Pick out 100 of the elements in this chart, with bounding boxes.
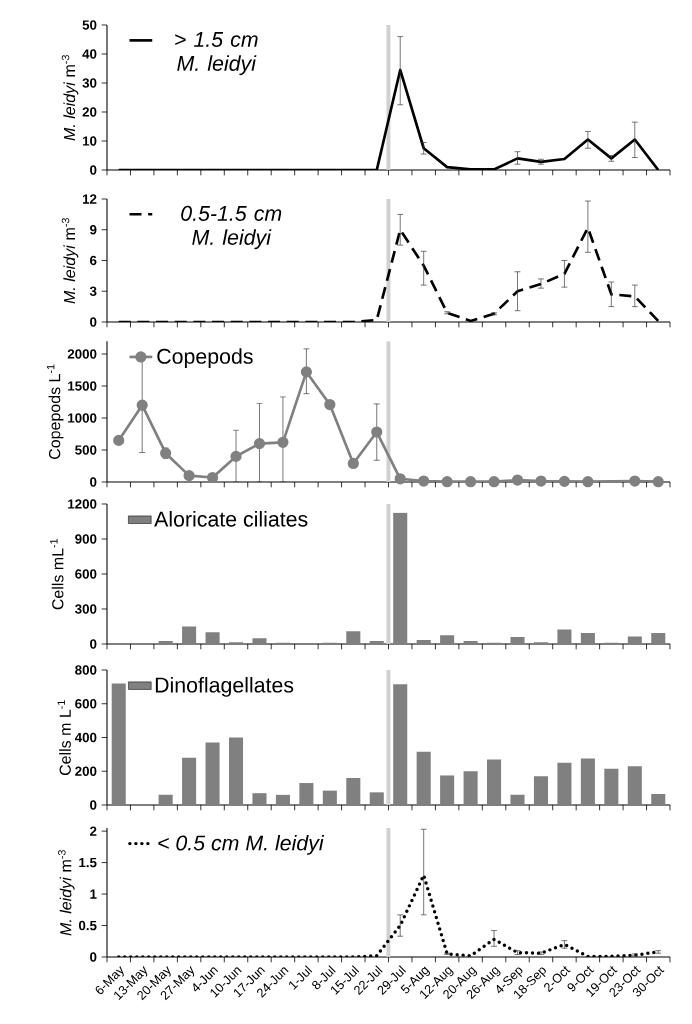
y-tick-label: 1500 bbox=[68, 381, 97, 391]
bar bbox=[627, 766, 642, 805]
legend-label: < 0.5 cm M. leidyi bbox=[158, 834, 325, 855]
bar bbox=[205, 742, 220, 805]
point bbox=[371, 426, 383, 438]
bar bbox=[463, 771, 478, 805]
point bbox=[253, 437, 266, 450]
y-tick-label: 6 bbox=[90, 255, 97, 266]
point bbox=[511, 474, 524, 486]
bar bbox=[487, 759, 502, 805]
y-tick-label: 0 bbox=[90, 800, 97, 810]
y-tick-label: 40 bbox=[82, 49, 97, 59]
point bbox=[183, 469, 195, 482]
point bbox=[394, 473, 406, 485]
y-tick-label: 3 bbox=[89, 286, 97, 296]
y-tick-label: 800 bbox=[75, 665, 97, 675]
bar bbox=[416, 639, 431, 644]
bar bbox=[580, 758, 595, 805]
point bbox=[488, 476, 500, 488]
bar bbox=[369, 641, 384, 644]
point bbox=[347, 457, 359, 470]
bar bbox=[651, 794, 666, 805]
bar bbox=[111, 683, 126, 805]
bar bbox=[182, 626, 197, 644]
y-tick-label: 1200 bbox=[68, 499, 97, 509]
point bbox=[652, 476, 664, 488]
y-tick-label: 9 bbox=[90, 225, 97, 235]
point bbox=[113, 434, 125, 446]
point bbox=[324, 398, 336, 411]
y-tick-label: 400 bbox=[74, 732, 97, 743]
y-tick-label: 12 bbox=[82, 194, 97, 204]
y-tick-label: 1.5 bbox=[79, 857, 97, 868]
y-axis-title: M. leidyi m$^{-3}$ bbox=[61, 55, 79, 141]
y-axis-title: Cells mL$^{-1}$ bbox=[50, 538, 64, 610]
y-tick-label: 2000 bbox=[67, 349, 97, 359]
y-tick-label: 500 bbox=[75, 445, 97, 455]
bar bbox=[440, 635, 455, 644]
point bbox=[629, 475, 641, 487]
bar bbox=[627, 636, 642, 644]
bar bbox=[580, 632, 595, 644]
y-tick-label: 0 bbox=[90, 477, 97, 487]
y-tick-label: 600 bbox=[75, 569, 97, 579]
point bbox=[230, 450, 242, 462]
y-axis-title: M. leidyi m$^{-3}$ bbox=[61, 218, 79, 304]
point bbox=[441, 476, 453, 488]
bar bbox=[369, 792, 384, 805]
legend-label: > 1.5 cm M. leidyi bbox=[175, 32, 258, 76]
bar bbox=[158, 641, 173, 644]
y-axis-title: Copepods L$^{-1}$ bbox=[47, 364, 64, 459]
bar bbox=[510, 794, 525, 805]
legend-label: Aloricate ciliates bbox=[154, 511, 308, 527]
y-tick-label: 0.5 bbox=[78, 920, 97, 931]
y-tick-label: 2 bbox=[90, 826, 97, 836]
point bbox=[464, 476, 477, 488]
y-axis-title: Cells m L$^{-1}$ bbox=[57, 700, 71, 776]
bar bbox=[557, 762, 572, 805]
y-tick-label: 1 bbox=[90, 889, 97, 899]
bar bbox=[346, 777, 361, 805]
y-tick-label: 0 bbox=[90, 639, 97, 649]
y-tick-label: 1000 bbox=[68, 413, 97, 423]
bar bbox=[205, 632, 220, 644]
y-tick-label: 10 bbox=[82, 136, 97, 146]
y-tick-label: 0 bbox=[90, 165, 97, 175]
bar bbox=[252, 638, 267, 644]
bar bbox=[228, 737, 244, 805]
y-tick-label: 50 bbox=[82, 20, 97, 30]
y-tick-label: 900 bbox=[75, 534, 97, 544]
legend-label: 0.5-1.5 cm M. leidyi bbox=[181, 205, 282, 250]
point bbox=[535, 475, 547, 487]
y-axis-title: M. leidyi m$^{-3}$ bbox=[58, 850, 75, 936]
legend-label: Copepods bbox=[157, 348, 253, 369]
legend-label: Dinoflagellates bbox=[155, 676, 294, 697]
point bbox=[277, 436, 289, 448]
point bbox=[582, 476, 594, 488]
point bbox=[136, 399, 148, 411]
bar bbox=[252, 793, 267, 805]
y-tick-label: 600 bbox=[75, 699, 97, 709]
point bbox=[300, 366, 312, 378]
bar bbox=[275, 794, 290, 805]
bar bbox=[463, 641, 478, 644]
y-tick-label: 300 bbox=[75, 604, 97, 614]
point bbox=[418, 475, 430, 487]
point bbox=[558, 475, 571, 487]
y-tick-label: 20 bbox=[82, 107, 97, 117]
bar bbox=[604, 768, 619, 805]
bar bbox=[158, 794, 173, 805]
bar bbox=[533, 776, 549, 805]
y-tick-label: 200 bbox=[75, 766, 97, 776]
bar bbox=[299, 783, 314, 805]
bar bbox=[416, 751, 431, 805]
y-tick-label: 30 bbox=[82, 78, 97, 88]
bar bbox=[440, 775, 455, 805]
bar bbox=[182, 757, 197, 805]
y-tick-label: 0 bbox=[90, 952, 97, 962]
bar bbox=[322, 790, 337, 805]
bar bbox=[651, 632, 666, 644]
y-tick-label: 0 bbox=[90, 317, 97, 327]
bar bbox=[346, 631, 361, 644]
bar bbox=[510, 636, 525, 644]
bar bbox=[557, 629, 572, 644]
